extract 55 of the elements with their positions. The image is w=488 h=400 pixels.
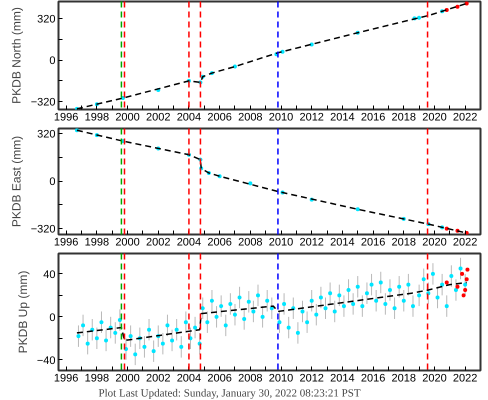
y-tick-label: 0 [49,176,56,188]
y-axis-title: PKDB Up (mm) [16,270,30,354]
x-tick-label: 2004 [176,372,202,384]
x-tick-label: 2012 [299,112,324,124]
x-tick-label: 1998 [84,112,110,124]
x-tick-label: 1996 [54,112,78,124]
x-tick-label: 2022 [452,372,478,384]
y-tick-label: 0 [49,312,56,324]
x-tick-label: 1998 [84,372,110,384]
x-tick-label: 2022 [452,236,478,248]
x-tick-label: 2000 [115,236,140,248]
x-tick-label: 2002 [146,112,170,124]
x-tick-label: 2010 [268,112,294,124]
x-tick-label: 2016 [360,372,386,384]
text: Plot Last Updated: Sunday, January 30, 2022 08:23:21 PST [98,388,361,400]
x-tick-label: 2008 [238,236,263,248]
y-axis-title: PKDB East (mm) [10,136,24,228]
x-tick-label: 2010 [268,236,294,248]
x-tick-label: 1998 [84,236,110,248]
x-tick-label: 2002 [146,372,170,384]
x-tick-label: 2004 [176,236,202,248]
x-tick-label: 2008 [238,112,263,124]
x-tick-label: 2014 [330,372,355,384]
x-tick-label: 2020 [422,236,447,248]
x-tick-label: 2006 [207,236,232,248]
y-tick-label: −320 [30,224,56,236]
x-tick-label: 2020 [422,112,447,124]
x-tick-label: 2016 [360,112,386,124]
x-tick-label: 2014 [330,112,355,124]
x-tick-label: 2010 [268,372,294,384]
x-tick-label: 2008 [238,372,263,384]
x-tick-label: 2000 [115,112,140,124]
x-tick-label: 2000 [115,372,140,384]
x-tick-label: 2002 [146,236,170,248]
x-tick-label: 2020 [422,372,447,384]
x-tick-label: 1996 [54,372,78,384]
y-tick-label: 320 [37,128,56,141]
y-tick-label: 0 [49,55,56,68]
x-tick-label: 2006 [207,112,232,124]
x-tick-label: 2018 [392,372,416,384]
y-tick-label: −40 [36,354,56,367]
y-tick-label: −320 [30,96,56,109]
x-tick-label: 2012 [299,236,324,248]
x-tick-label: 2014 [330,236,355,248]
y-tick-label: 40 [43,268,56,281]
y-tick-label: 320 [37,13,56,26]
x-tick-label: 1996 [54,236,78,248]
x-tick-label: 2004 [176,112,202,124]
y-axis-title: PKDB North (mm) [10,7,24,104]
x-tick-label: 2018 [392,112,416,124]
x-tick-label: 2012 [299,372,324,384]
x-tick-label: 2022 [452,112,478,124]
x-tick-label: 2018 [392,236,416,248]
x-tick-label: 2006 [207,372,232,384]
x-tick-label: 2016 [360,236,386,248]
